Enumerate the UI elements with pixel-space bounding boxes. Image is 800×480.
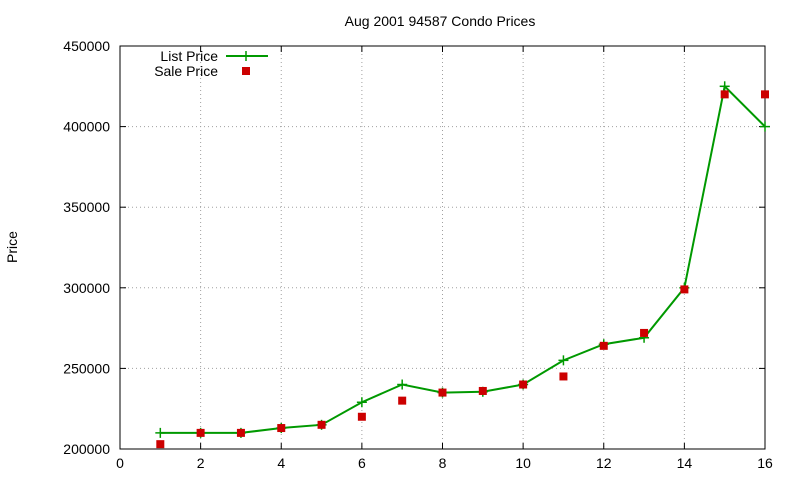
point-sale-price [519, 380, 528, 389]
series-sale-price [156, 90, 769, 449]
x-tick-label: 8 [439, 455, 447, 471]
point-sale-price [398, 396, 407, 405]
data-series [155, 81, 770, 449]
chart-title: Aug 2001 94587 Condo Prices [345, 13, 536, 29]
x-tick-label: 0 [116, 455, 124, 471]
x-tick-label: 16 [757, 455, 773, 471]
y-tick-label: 350000 [63, 199, 110, 215]
point-sale-price [559, 372, 568, 381]
point-list-price [760, 121, 770, 132]
point-sale-price [236, 428, 245, 437]
y-tick-label: 250000 [63, 360, 110, 376]
legend-swatch-sale-price-marker [242, 67, 250, 75]
legend-label-list-price: List Price [160, 48, 218, 64]
x-tick-label: 14 [677, 455, 693, 471]
point-sale-price [680, 285, 689, 294]
point-sale-price [599, 341, 608, 350]
point-sale-price [720, 90, 729, 99]
point-sale-price [317, 420, 326, 429]
point-list-price [356, 397, 367, 408]
point-list-price [558, 355, 569, 366]
series-list-price [155, 81, 770, 438]
x-tick-label: 10 [515, 455, 531, 471]
y-tick-label: 300000 [63, 280, 110, 296]
point-sale-price [438, 388, 447, 397]
legend-label-sale-price: Sale Price [154, 63, 218, 79]
legend: List Price Sale Price [154, 48, 268, 79]
y-tick-label: 450000 [63, 38, 110, 54]
point-sale-price [640, 328, 649, 337]
point-sale-price [277, 424, 286, 433]
point-sale-price [761, 90, 769, 99]
point-sale-price [156, 440, 165, 449]
point-sale-price [357, 412, 366, 421]
series-line-list-price [160, 84, 766, 434]
point-list-price [397, 379, 408, 390]
x-axis-ticks: 0 2 4 6 8 10 12 14 16 [116, 46, 773, 471]
y-axis-ticks: 200000 250000 300000 350000 400000 450000 [63, 38, 765, 457]
x-tick-label: 2 [197, 455, 205, 471]
point-sale-price [478, 386, 487, 395]
y-tick-label: 400000 [63, 119, 110, 135]
x-tick-label: 12 [596, 455, 612, 471]
x-tick-label: 6 [358, 455, 366, 471]
y-tick-label: 200000 [63, 441, 110, 457]
x-tick-label: 4 [277, 455, 285, 471]
y-axis-label: Price [4, 231, 20, 263]
legend-swatch-list-price-marker [241, 51, 251, 61]
point-sale-price [196, 428, 205, 437]
point-list-price [155, 427, 166, 438]
point-list-price [719, 81, 730, 92]
